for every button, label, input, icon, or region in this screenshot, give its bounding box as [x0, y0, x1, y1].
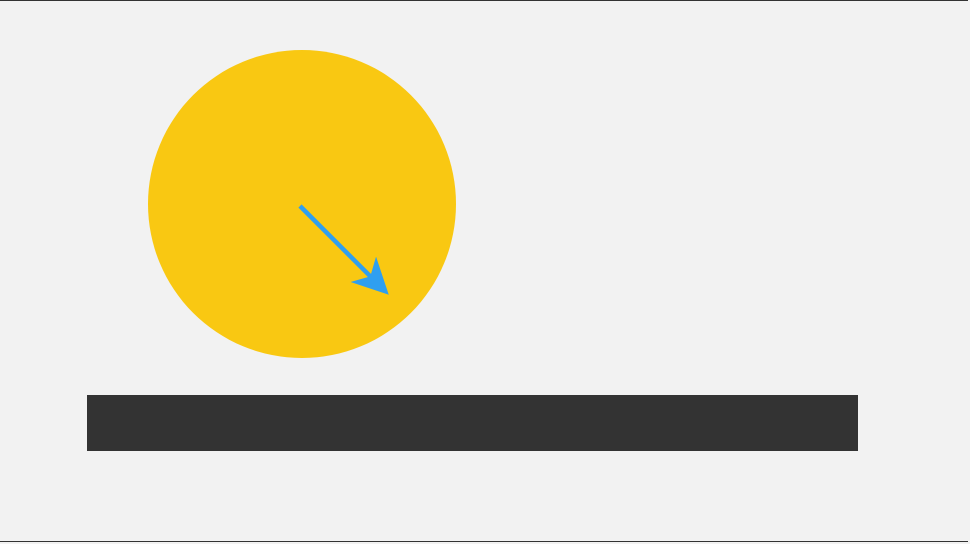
yellow-ball — [148, 50, 456, 358]
velocity-arrow — [298, 204, 389, 295]
ground-bar — [87, 395, 858, 451]
